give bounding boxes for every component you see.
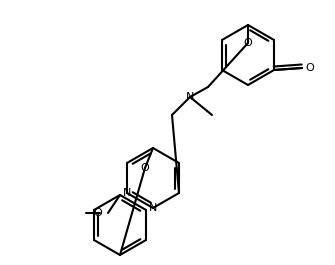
Text: O: O — [93, 208, 103, 218]
Text: O: O — [141, 163, 149, 173]
Text: N: N — [123, 188, 131, 198]
Text: O: O — [306, 63, 314, 73]
Text: N: N — [149, 203, 157, 213]
Text: O: O — [244, 38, 252, 48]
Text: N: N — [186, 92, 194, 102]
